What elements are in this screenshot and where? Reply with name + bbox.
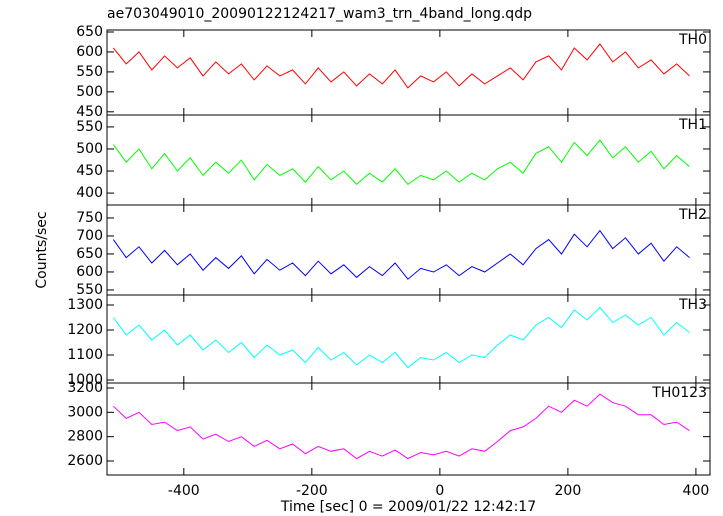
chart-title: ae703049010_20090122124217_wam3_trn_4ban… [107, 6, 532, 22]
y-tick-label: 700 [76, 228, 103, 244]
x-tick-label: -400 [168, 483, 200, 499]
series-label: TH1 [678, 117, 707, 133]
y-tick-label: 3200 [67, 380, 103, 396]
series-label: TH0 [678, 32, 707, 48]
y-tick-label: 600 [76, 264, 103, 280]
panel-frame [106, 382, 711, 476]
y-tick-label: 1300 [67, 297, 103, 313]
y-tick-label: 1000 [67, 372, 103, 388]
y-tick-label: 450 [76, 104, 103, 120]
series-line [112, 139, 690, 185]
y-tick-label: 650 [76, 24, 103, 40]
y-tick-label: 2600 [67, 453, 103, 469]
series-label: TH3 [678, 297, 707, 313]
y-tick-label: 550 [76, 282, 103, 298]
panel-frame [106, 114, 711, 206]
y-tick-label: 750 [76, 210, 103, 226]
x-tick-label: -200 [296, 483, 328, 499]
y-tick-label: 550 [76, 64, 103, 80]
panel-frame [106, 29, 711, 116]
y-tick-label: 2800 [67, 429, 103, 445]
series-line [112, 229, 690, 280]
panel-frame [106, 204, 711, 296]
y-tick-label: 650 [76, 246, 103, 262]
series-label: TH2 [678, 207, 707, 223]
y-tick-label: 500 [76, 141, 103, 157]
panel-frame [106, 294, 711, 384]
y-axis-label: Counts/sec [34, 211, 50, 288]
x-axis-label: Time [sec] 0 = 2009/01/22 12:42:17 [280, 499, 536, 515]
series-line [113, 43, 690, 89]
series-label: TH0123 [651, 385, 707, 401]
y-tick-label: 550 [76, 119, 103, 135]
x-tick-label: 400 [683, 483, 710, 499]
y-tick-label: 500 [76, 84, 103, 100]
y-tick-label: 1100 [67, 347, 103, 363]
series-line [112, 306, 690, 369]
x-tick-label: 200 [555, 483, 582, 499]
y-tick-label: 3000 [67, 404, 103, 420]
y-tick-label: 1200 [67, 322, 103, 338]
y-tick-label: 600 [76, 44, 103, 60]
y-tick-label: 450 [76, 163, 103, 179]
y-tick-label: 400 [76, 185, 103, 201]
x-tick-label: 0 [435, 483, 444, 499]
series-line [113, 393, 690, 460]
